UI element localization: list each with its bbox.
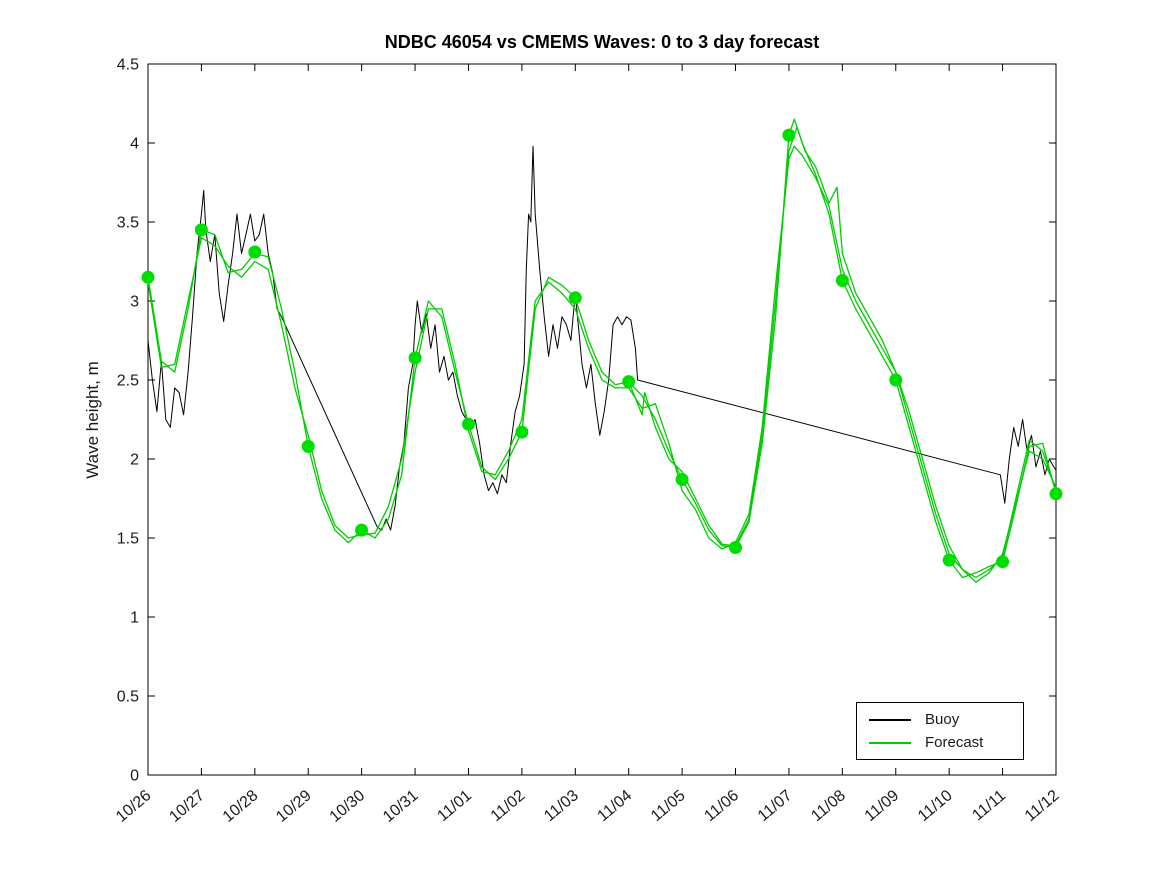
forecast-daily-markers: [996, 555, 1010, 569]
x-tick-label: 11/05: [648, 787, 689, 825]
x-tick-label: 10/31: [380, 787, 422, 826]
forecast-daily-markers: [889, 373, 903, 387]
x-tick-label: 11/01: [434, 787, 475, 825]
forecast-daily-markers: [515, 425, 529, 439]
x-tick-label: 11/11: [969, 787, 1009, 824]
x-tick-label: 11/10: [915, 787, 956, 825]
chart-title: NDBC 46054 vs CMEMS Waves: 0 to 3 day fo…: [384, 32, 820, 52]
x-tick-label: 10/26: [113, 787, 155, 826]
legend-item-buoy[interactable]: Buoy: [857, 711, 1023, 728]
forecast-daily-markers: [141, 270, 155, 284]
x-tick-label: 11/04: [595, 787, 636, 825]
forecast-daily-markers: [782, 128, 796, 142]
x-tick-label: 11/09: [862, 787, 903, 825]
y-tick-label: 2.5: [117, 373, 139, 390]
x-tick-label: 10/27: [166, 787, 208, 826]
y-tick-label: 1: [130, 610, 139, 627]
forecast-line-sample: [869, 741, 911, 744]
x-tick-label: 10/30: [327, 787, 369, 826]
x-tick-label: 10/29: [273, 787, 315, 826]
forecast-daily-markers: [835, 274, 849, 287]
forecast-daily-markers: [355, 523, 369, 537]
forecast-daily-markers: [729, 541, 742, 554]
y-tick-label: 3: [130, 294, 139, 311]
forecast-daily-markers: [1049, 487, 1063, 501]
forecast-line-2: [147, 145, 1057, 579]
x-tick-label: 11/12: [1022, 787, 1063, 825]
forecast-daily-markers: [408, 351, 422, 365]
x-tick-label: 11/08: [808, 787, 849, 825]
buoy-line-sample: [869, 718, 911, 721]
forecast-daily-markers: [675, 473, 689, 486]
forecast-daily-markers: [462, 417, 475, 431]
y-tick-label: 2: [130, 452, 139, 469]
legend-label-forecast: Forecast: [925, 734, 984, 751]
forecast-daily-markers: [248, 245, 262, 259]
forecast-daily-markers: [622, 375, 636, 389]
legend-label-buoy: Buoy: [925, 711, 960, 728]
x-tick-label: 11/02: [488, 787, 529, 825]
y-tick-label: 4.5: [117, 57, 139, 74]
y-tick-label: 3.5: [117, 215, 139, 232]
y-tick-label: 4: [130, 136, 139, 153]
legend: Buoy Forecast: [856, 702, 1024, 760]
forecast-daily-markers: [942, 553, 956, 567]
axes-box: [147, 63, 1057, 776]
x-tick-label: 10/28: [220, 787, 262, 826]
forecast-line-1: [147, 118, 1057, 579]
forecast-daily-markers: [301, 439, 315, 453]
legend-item-forecast[interactable]: Forecast: [857, 734, 1023, 751]
y-tick-label: 1.5: [117, 531, 139, 548]
forecast-daily-markers: [194, 223, 208, 237]
y-tick-label: 0: [130, 768, 139, 785]
y-tick-label: 0.5: [117, 689, 139, 706]
forecast-daily-markers: [568, 291, 582, 305]
x-tick-label: 11/06: [701, 787, 742, 825]
x-tick-label: 11/03: [541, 787, 582, 825]
x-tick-label: 11/07: [755, 787, 796, 825]
forecast-line-3: [628, 126, 1057, 583]
